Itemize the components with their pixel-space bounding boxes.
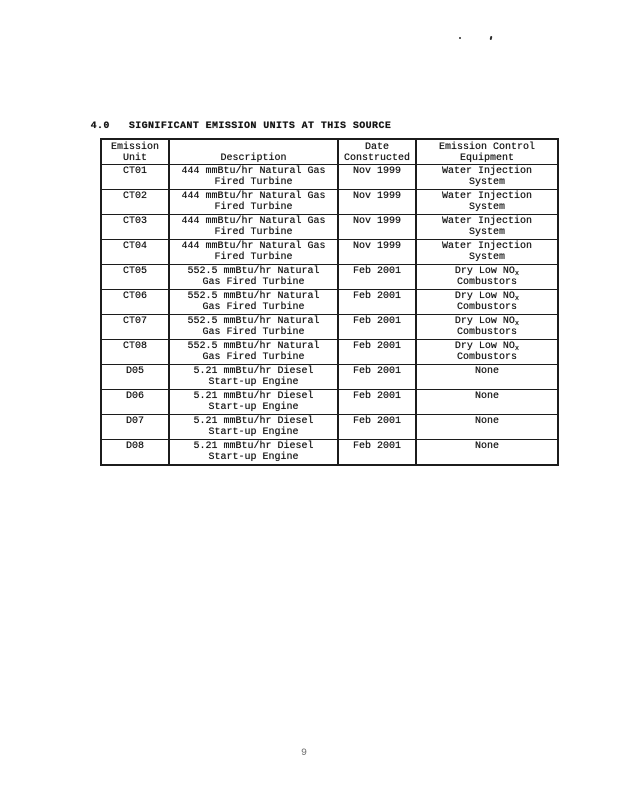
- table-row: D06 5.21 mmBtu/hr Diesel Start-up Engine Fe…: [100, 389, 559, 415]
- cell-control-equipment: Water Injection System: [415, 239, 559, 265]
- cell-emission-unit: CT08: [100, 339, 170, 365]
- cell-control-equipment: Dry Low NOx Combustors: [415, 339, 559, 365]
- column-header: Emission Control Equipment: [415, 138, 559, 165]
- cell-control-equipment: Water Injection System: [415, 214, 559, 240]
- section-heading: 4.0 SIGNIFICANT EMISSION UNITS AT THIS SO…: [65, 110, 391, 143]
- table-row: CT03 444 mmBtu/hr Natural Gas Fired Turbin…: [100, 214, 559, 240]
- cell-date-constructed: Feb 2001: [337, 339, 417, 365]
- cell-date-constructed: Nov 1999: [337, 214, 417, 240]
- table-row: CT02 444 mmBtu/hr Natural Gas Fired Turbin…: [100, 189, 559, 215]
- header-row: Emission Unit Description Date Constructed Em…: [100, 138, 559, 165]
- cell-emission-unit: CT07: [100, 314, 170, 340]
- cell-emission-unit: D06: [100, 389, 170, 415]
- cell-control-equipment: None: [415, 439, 559, 466]
- cell-control-equipment: Water Injection System: [415, 189, 559, 215]
- cell-description: 444 mmBtu/hr Natural Gas Fired Turbine: [168, 164, 339, 190]
- scan-artifact-comma: [489, 35, 493, 41]
- cell-control-equipment: Dry Low NOx Combustors: [415, 289, 559, 315]
- cell-description: 444 mmBtu/hr Natural Gas Fired Turbine: [168, 239, 339, 265]
- page-number: 9: [300, 748, 307, 759]
- cell-emission-unit: CT02: [100, 189, 170, 215]
- table-row: CT07 552.5 mmBtu/hr Natural Gas Fired Turb…: [100, 314, 559, 340]
- cell-description: 5.21 mmBtu/hr Diesel Start-up Engine: [168, 364, 339, 390]
- cell-date-constructed: Feb 2001: [337, 364, 417, 390]
- table-body: CT01 444 mmBtu/hr Natural Gas Fired Turbin…: [100, 164, 559, 466]
- table-row: CT06 552.5 mmBtu/hr Natural Gas Fired Turb…: [100, 289, 559, 315]
- cell-date-constructed: Feb 2001: [337, 414, 417, 440]
- cell-description: 5.21 mmBtu/hr Diesel Start-up Engine: [168, 439, 339, 466]
- cell-description: 552.5 mmBtu/hr Natural Gas Fired Turbine: [168, 314, 339, 340]
- table-row: D07 5.21 mmBtu/hr Diesel Start-up Engine Fe…: [100, 414, 559, 440]
- cell-date-constructed: Feb 2001: [337, 389, 417, 415]
- cell-description: 444 mmBtu/hr Natural Gas Fired Turbine: [168, 189, 339, 215]
- cell-description: 552.5 mmBtu/hr Natural Gas Fired Turbine: [168, 289, 339, 315]
- cell-emission-unit: CT03: [100, 214, 170, 240]
- cell-emission-unit: D07: [100, 414, 170, 440]
- cell-description: 5.21 mmBtu/hr Diesel Start-up Engine: [168, 389, 339, 415]
- cell-description: 444 mmBtu/hr Natural Gas Fired Turbine: [168, 214, 339, 240]
- cell-control-equipment: Water Injection System: [415, 164, 559, 190]
- table-row: D05 5.21 mmBtu/hr Diesel Start-up Engine Fe…: [100, 364, 559, 390]
- emission-units-table: Emission Unit Description Date Constructed Em…: [100, 138, 559, 466]
- column-header: Date Constructed: [337, 138, 417, 165]
- cell-emission-unit: CT04: [100, 239, 170, 265]
- cell-emission-unit: CT06: [100, 289, 170, 315]
- table-row: CT04 444 mmBtu/hr Natural Gas Fired Turbin…: [100, 239, 559, 265]
- table-row: CT01 444 mmBtu/hr Natural Gas Fired Turbin…: [100, 164, 559, 190]
- scan-artifact-dot: [459, 37, 461, 39]
- section-number: 4.0: [90, 121, 110, 132]
- cell-description: 552.5 mmBtu/hr Natural Gas Fired Turbine: [168, 264, 339, 290]
- cell-date-constructed: Feb 2001: [337, 289, 417, 315]
- cell-control-equipment: None: [415, 389, 559, 415]
- cell-control-equipment: Dry Low NOx Combustors: [415, 314, 559, 340]
- cell-date-constructed: Feb 2001: [337, 314, 417, 340]
- column-header: Emission Unit: [100, 138, 170, 165]
- cell-control-equipment: None: [415, 364, 559, 390]
- cell-emission-unit: D05: [100, 364, 170, 390]
- cell-date-constructed: Feb 2001: [337, 439, 417, 466]
- cell-date-constructed: Feb 2001: [337, 264, 417, 290]
- table-row: CT05 552.5 mmBtu/hr Natural Gas Fired Turb…: [100, 264, 559, 290]
- table-header: Emission Unit Description Date Constructed Em…: [100, 138, 559, 165]
- cell-control-equipment: Dry Low NOx Combustors: [415, 264, 559, 290]
- cell-description: 5.21 mmBtu/hr Diesel Start-up Engine: [168, 414, 339, 440]
- section-title: SIGNIFICANT EMISSION UNITS AT THIS SOURC…: [128, 121, 392, 132]
- table-row: CT08 552.5 mmBtu/hr Natural Gas Fired Turb…: [100, 339, 559, 365]
- cell-emission-unit: D08: [100, 439, 170, 466]
- cell-date-constructed: Nov 1999: [337, 239, 417, 265]
- cell-date-constructed: Nov 1999: [337, 189, 417, 215]
- cell-emission-unit: CT05: [100, 264, 170, 290]
- cell-description: 552.5 mmBtu/hr Natural Gas Fired Turbine: [168, 339, 339, 365]
- column-header: Description: [168, 138, 339, 165]
- cell-emission-unit: CT01: [100, 164, 170, 190]
- cell-date-constructed: Nov 1999: [337, 164, 417, 190]
- cell-control-equipment: None: [415, 414, 559, 440]
- table-row: D08 5.21 mmBtu/hr Diesel Start-up Engine Fe…: [100, 439, 559, 466]
